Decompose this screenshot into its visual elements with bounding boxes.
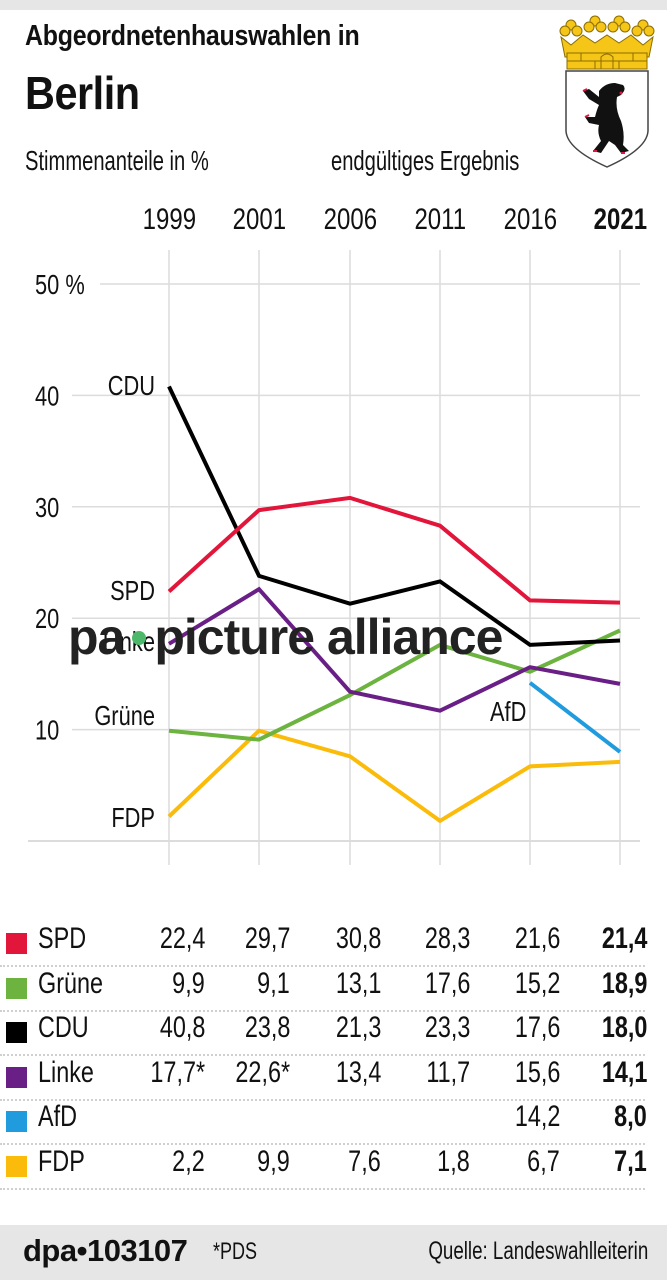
x-tick-label: 2006 [323,203,377,236]
table-cell: 21,3 [335,1011,381,1044]
berlin-coat-of-arms-icon [559,13,655,174]
table-cell: 40,8 [159,1011,205,1044]
table-cell: 14,2 [514,1100,560,1133]
table-cell: 1,8 [437,1144,470,1178]
table-cell: 22,4 [159,922,205,955]
legend-swatch [6,1022,27,1043]
table-cell: 28,3 [424,922,470,955]
legend-swatch [6,1111,27,1132]
table-cell: 17,7* [150,1055,205,1089]
legend-swatch [6,1066,27,1088]
series-label: CDU [108,370,155,401]
series-label: SPD [110,575,155,606]
table-cell: 7,6 [348,1144,381,1178]
party-name: Linke [38,1055,94,1089]
table-cell: 21,4 [601,922,647,955]
table-row: Linke 17,7* 22,6* 13,4 11,7 15,6 14,1 [0,1054,647,1101]
table-cell: 9,9 [257,1144,290,1178]
table-cell: 2,2 [172,1144,205,1178]
table-row: FDP 2,2 9,9 7,6 1,8 6,7 7,1 [0,1143,647,1190]
series-line-spd [167,495,621,605]
x-tick-label: 2016 [503,203,557,236]
table-cell: 13,1 [335,966,381,1000]
table-cell: 17,6 [424,966,470,1000]
table-cell: 15,2 [514,966,560,1000]
series-line-cdu [167,385,621,647]
table-row: CDU 40,8 23,8 21,3 23,3 17,6 18,0 [0,1009,647,1056]
table-cell: 9,1 [257,966,290,1000]
picture-alliance-watermark: pa picture alliance [68,609,503,665]
series-line-fdp [167,728,621,824]
table-cell: 7,1 [614,1144,647,1178]
table-row: Grüne 9,9 9,1 13,1 17,6 15,2 18,9 [0,965,647,1012]
series-label: FDP [111,802,155,833]
line-chart: 50 % 40 30 20 10 SPD Grüne CDU Linke AfD FDP [28,250,640,865]
table-cell: 18,9 [601,966,647,1000]
party-name: CDU [38,1011,89,1044]
table-cell [115,1100,205,1134]
table-cell: 9,9 [172,966,205,1000]
table-cell: 29,7 [244,922,290,955]
series-label: AfD [490,696,526,727]
footnote: *PDS [213,1238,258,1265]
table-cell: 22,6* [235,1055,290,1089]
y-tick-label: 40 [35,381,59,412]
party-name: AfD [38,1100,78,1133]
table-cell [380,1100,470,1134]
table-cell: 13,4 [335,1055,381,1089]
chart-subtitle-status: endgültiges Ergebnis [331,145,520,176]
table-cell: 18,0 [601,1011,647,1044]
table-cell: 30,8 [335,922,381,955]
legend-swatch [6,933,27,954]
table-cell: 14,1 [601,1055,647,1089]
table-row: SPD 22,4 29,7 30,8 28,3 21,6 21,4 [0,920,647,967]
y-tick-label: 50 % [35,269,85,300]
party-name: Grüne [38,966,104,1000]
top-bar [0,0,667,10]
series-line-linke [167,586,621,713]
chart-title-line1: Abgeordnetenhauswahlen in [25,20,360,52]
table-cell: 21,6 [514,922,560,955]
x-tick-label: 2001 [232,203,286,236]
party-name: SPD [38,922,87,955]
table-cell: 23,8 [244,1011,290,1044]
series-line-gruene [168,628,621,742]
table-cell [200,1100,290,1134]
y-tick-label: 30 [35,492,59,523]
y-tick-label: 20 [35,604,59,635]
table-cell: 23,3 [424,1011,470,1044]
series-line-afd [528,681,622,754]
x-tick-label: 2011 [414,203,466,236]
table-cell: 6,7 [527,1144,560,1178]
table-cell: 8,0 [614,1100,647,1133]
dpa-graphic-id: dpa•103107 [23,1233,188,1268]
table-cell: 15,6 [514,1055,560,1089]
footer: dpa•103107 *PDS Quelle: Landeswahlleiter… [0,1225,667,1280]
party-name: FDP [38,1144,85,1178]
legend-swatch [6,1155,27,1177]
watermark-dot-icon [132,630,147,645]
chart-title-line2: Berlin [25,67,140,119]
source-credit: Quelle: Landeswahlleiterin [428,1237,648,1265]
series-label: Linke [103,626,155,657]
table-cell: 17,6 [514,1011,560,1044]
legend-swatch [6,977,27,999]
chart-subtitle-units: Stimmenanteile in % [25,145,209,176]
y-tick-label: 10 [35,715,59,746]
x-tick-label: 1999 [142,203,196,236]
x-tick-label-current: 2021 [593,203,647,236]
table-cell: 11,7 [426,1055,470,1089]
table-cell [291,1100,381,1134]
series-label: Grüne [94,700,155,731]
table-row: AfD 14,2 8,0 [0,1098,647,1145]
